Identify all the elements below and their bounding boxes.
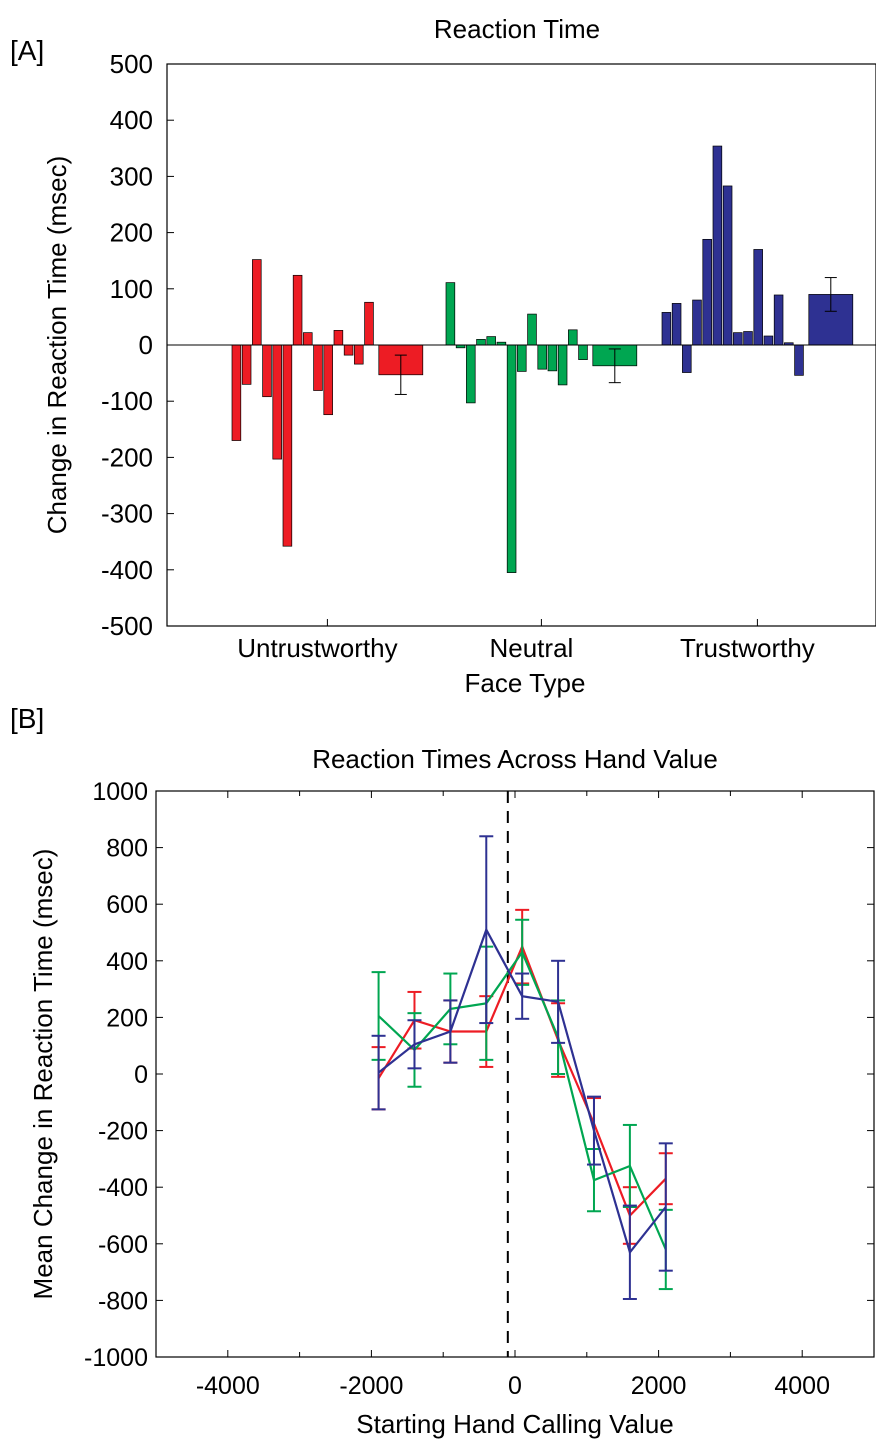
chart-a-y-axis: 500 400 300 200 100 0 -100 -200 -300 -400 -500 <box>101 49 174 641</box>
chart-a-bar <box>272 344 282 460</box>
panel-a-label: [A] <box>10 35 44 66</box>
chart-a-bar <box>753 249 763 346</box>
chart-a-bars <box>231 145 854 573</box>
chart-b-x-tick-label: 0 <box>508 1372 522 1400</box>
chart-b-y-tick-label: 200 <box>106 1004 148 1032</box>
chart-a-y-tick-label: -400 <box>101 555 153 585</box>
chart-a-bar <box>517 344 527 372</box>
chart-a-y-tick-label: -100 <box>101 386 153 416</box>
chart-a-bar <box>343 344 354 356</box>
chart-b-y-tick-label: 400 <box>106 948 148 976</box>
chart-a-bar <box>557 344 568 386</box>
chart-a: Reaction Time 500 400 300 200 100 0 -100 -200 -3… <box>42 14 876 698</box>
chart-b-x-tick-label: 4000 <box>774 1372 830 1400</box>
chart-a-bar <box>578 344 588 360</box>
chart-a-bar <box>794 344 804 376</box>
chart-b-y-tick-label: -1000 <box>84 1344 148 1372</box>
chart-a-y-tick-label: 300 <box>110 161 153 191</box>
chart-b-y-axis: 1000 800 600 400 200 0 -200 -400 -600 -800 -1000 <box>84 778 874 1372</box>
chart-a-y-label: Change in Reaction Time (msec) <box>42 156 72 535</box>
chart-b-series-line <box>377 950 667 1250</box>
chart-a-bar <box>537 344 547 370</box>
chart-b-title: Reaction Times Across Hand Value <box>312 744 718 774</box>
chart-b-y-tick-label: -600 <box>98 1231 148 1259</box>
chart-b: Reaction Times Across Hand Value 1000 800… <box>28 744 875 1439</box>
chart-a-bar <box>364 301 374 346</box>
chart-b-series <box>371 835 673 1300</box>
chart-b-y-tick-label: 1000 <box>92 778 148 806</box>
chart-a-category-label: Untrustworthy <box>237 633 397 663</box>
chart-a-bar <box>712 145 723 346</box>
chart-a-bar <box>682 344 692 373</box>
chart-b-y-tick-label: -400 <box>98 1174 148 1202</box>
chart-b-y-tick-label: 600 <box>106 891 148 919</box>
chart-a-bar <box>702 238 712 346</box>
chart-b-x-tick-label: 2000 <box>631 1372 687 1400</box>
chart-a-bar <box>445 282 456 346</box>
chart-a-bar <box>722 185 733 346</box>
chart-a-bar <box>333 330 344 346</box>
chart-a-bar <box>476 339 486 346</box>
chart-a-title: Reaction Time <box>434 14 600 44</box>
chart-a-y-tick-label: -500 <box>101 611 153 641</box>
chart-a-bar <box>466 344 476 404</box>
chart-a-bar <box>733 332 743 346</box>
chart-a-bar <box>231 344 242 441</box>
chart-b-series-group <box>371 835 673 1300</box>
chart-a-bar <box>763 335 774 346</box>
chart-a-category-label: Trustworthy <box>680 633 815 663</box>
chart-a-bar <box>527 313 537 346</box>
chart-a-bar <box>547 344 558 372</box>
chart-a-bar <box>506 344 517 573</box>
chart-a-bar <box>692 299 702 346</box>
chart-a-bar <box>252 259 262 346</box>
chart-a-bar <box>354 344 364 365</box>
chart-b-y-tick-label: 800 <box>106 835 148 863</box>
chart-a-y-tick-label: 500 <box>110 49 153 79</box>
panel-b-label: [B] <box>10 703 44 734</box>
chart-b-y-tick-label: -800 <box>98 1287 148 1315</box>
chart-a-bar <box>292 274 303 346</box>
chart-a-y-tick-label: 100 <box>110 274 153 304</box>
chart-b-frame <box>155 790 875 1358</box>
chart-b-y-tick-label: 0 <box>134 1061 148 1089</box>
chart-a-bar <box>241 344 252 385</box>
chart-a-bar <box>568 329 578 346</box>
chart-b-y-tick-label: -200 <box>98 1118 148 1146</box>
chart-a-category-label: Neutral <box>489 633 573 663</box>
chart-a-bar <box>282 344 293 547</box>
chart-b-y-label: Mean Change in Reaction Time (msec) <box>28 849 58 1300</box>
chart-a-bar <box>661 312 672 346</box>
chart-a-y-tick-label: 200 <box>110 218 153 248</box>
chart-a-bar <box>262 344 272 398</box>
chart-a-y-tick-label: 400 <box>110 105 153 135</box>
chart-b-series-line <box>377 926 667 1255</box>
chart-a-bar <box>671 303 682 346</box>
chart-a-y-tick-label: 0 <box>139 330 153 360</box>
chart-a-x-label: Face Type <box>465 668 586 698</box>
chart-a-y-tick-label: -300 <box>101 499 153 529</box>
chart-a-bar <box>743 331 753 346</box>
chart-a-bar <box>313 344 323 391</box>
chart-a-y-tick-label: -200 <box>101 442 153 472</box>
chart-b-x-label: Starting Hand Calling Value <box>356 1409 673 1439</box>
chart-a-bar <box>323 344 333 416</box>
chart-a-x-axis: Untrustworthy Neutral Trustworthy <box>237 619 815 663</box>
chart-b-x-tick-label: -2000 <box>339 1372 403 1400</box>
chart-a-bar <box>773 294 784 346</box>
chart-a-bar <box>486 336 496 346</box>
chart-b-x-axis: -4000 -2000 0 2000 4000 <box>155 791 875 1400</box>
chart-a-bar <box>303 332 313 346</box>
chart-b-x-tick-label: -4000 <box>196 1372 260 1400</box>
